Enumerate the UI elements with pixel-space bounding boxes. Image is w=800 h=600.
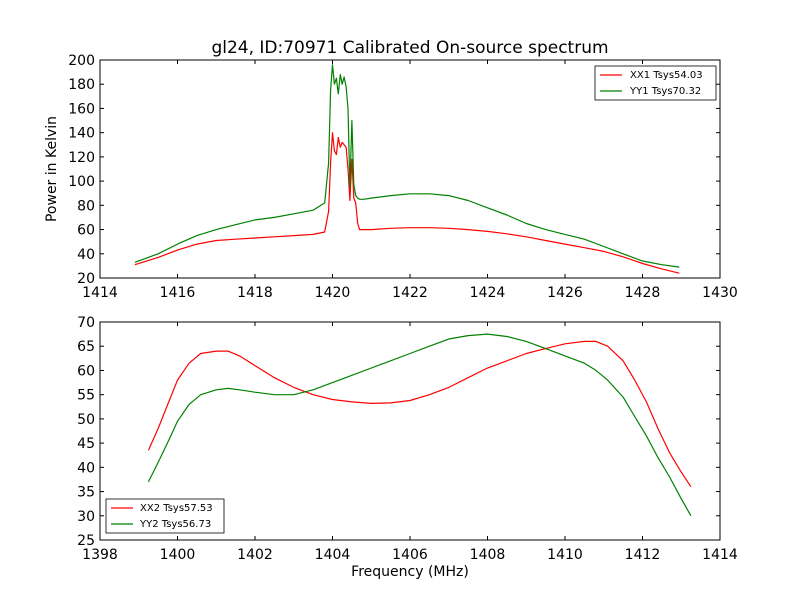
top-xtick-label: 1430 bbox=[702, 285, 738, 301]
bottom-ytick-label: 50 bbox=[77, 412, 95, 428]
bottom-xtick-label: 1398 bbox=[82, 547, 118, 563]
top-ytick-label: 120 bbox=[68, 150, 95, 166]
bottom-plot: Frequency (MHz) 1398 1400 1402 1404 1406 1408… bbox=[77, 315, 738, 580]
top-ytick-label: 80 bbox=[77, 198, 95, 214]
top-plot-ylabel: Power in Kelvin bbox=[44, 116, 60, 222]
bottom-xtick-label: 1408 bbox=[470, 547, 506, 563]
top-xtick-label: 1422 bbox=[392, 285, 428, 301]
bottom-xtick-label: 1410 bbox=[547, 547, 583, 563]
bottom-ytick-label: 45 bbox=[77, 436, 95, 452]
bottom-series-line-2 bbox=[147, 333, 692, 517]
top-xtick-label: 1420 bbox=[315, 285, 351, 301]
bottom-ytick-label: 70 bbox=[77, 315, 95, 331]
bottom-ytick-label: 65 bbox=[77, 339, 95, 355]
top-plot-title: gl24, ID:70971 Calibrated On-source spec… bbox=[211, 38, 608, 58]
bottom-xtick-label: 1406 bbox=[392, 547, 428, 563]
top-plot-ticks: 1414 1416 1418 1420 1422 1424 1426 1428 1430 20 40… bbox=[68, 53, 738, 301]
top-ytick-label: 40 bbox=[77, 247, 95, 263]
top-legend-label-yy1: YY1 Tsys70.32 bbox=[629, 86, 701, 97]
bottom-ytick-label: 35 bbox=[77, 485, 95, 501]
bottom-ytick-label: 60 bbox=[77, 363, 95, 379]
bottom-xtick-label: 1400 bbox=[160, 547, 196, 563]
top-ytick-label: 180 bbox=[68, 77, 95, 93]
bottom-xtick-label: 1412 bbox=[625, 547, 661, 563]
top-plot-series-lines bbox=[134, 64, 680, 274]
top-ytick-label: 100 bbox=[68, 174, 95, 190]
top-series-line-2 bbox=[134, 64, 680, 268]
bottom-plot-ticks: 1398 1400 1402 1404 1406 1408 1410 1412 1414 25 30… bbox=[77, 315, 738, 563]
bottom-ytick-label: 55 bbox=[77, 388, 95, 404]
bottom-xtick-label: 1402 bbox=[237, 547, 273, 563]
top-xtick-label: 1424 bbox=[470, 285, 506, 301]
bottom-plot-series-lines bbox=[147, 333, 692, 517]
top-xtick-label: 1414 bbox=[82, 285, 118, 301]
bottom-legend-box bbox=[105, 498, 225, 534]
top-legend-box bbox=[594, 65, 717, 101]
top-ytick-label: 160 bbox=[68, 101, 95, 117]
top-ytick-label: 200 bbox=[68, 53, 95, 69]
top-xtick-label: 1418 bbox=[237, 285, 273, 301]
top-legend-label-xx1: XX1 Tsys54.03 bbox=[630, 70, 703, 81]
bottom-ytick-label: 40 bbox=[77, 460, 95, 476]
bottom-legend-label-yy2: YY2 Tsys56.73 bbox=[139, 519, 211, 530]
bottom-xtick-label: 1414 bbox=[702, 547, 738, 563]
bottom-xtick-label: 1404 bbox=[315, 547, 351, 563]
top-xtick-label: 1416 bbox=[160, 285, 196, 301]
bottom-ytick-label: 30 bbox=[77, 509, 95, 525]
top-plot-frame bbox=[99, 59, 721, 279]
top-series-line-1 bbox=[134, 132, 680, 274]
bottom-legend-label-xx2: XX2 Tsys57.53 bbox=[140, 503, 213, 514]
bottom-plot-legend: XX2 Tsys57.53 YY2 Tsys56.73 bbox=[105, 498, 225, 534]
top-ytick-label: 20 bbox=[77, 271, 95, 287]
top-plot: gl24, ID:70971 Calibrated On-source spec… bbox=[44, 38, 738, 301]
top-plot-legend: XX1 Tsys54.03 YY1 Tsys70.32 bbox=[594, 65, 717, 101]
top-xtick-label: 1428 bbox=[625, 285, 661, 301]
top-ytick-label: 60 bbox=[77, 223, 95, 239]
bottom-plot-xlabel: Frequency (MHz) bbox=[351, 564, 469, 580]
top-ytick-label: 140 bbox=[68, 126, 95, 142]
bottom-ytick-label: 25 bbox=[77, 533, 95, 549]
bottom-series-line-1 bbox=[147, 340, 692, 488]
top-xtick-label: 1426 bbox=[547, 285, 583, 301]
bottom-plot-frame bbox=[99, 321, 721, 541]
